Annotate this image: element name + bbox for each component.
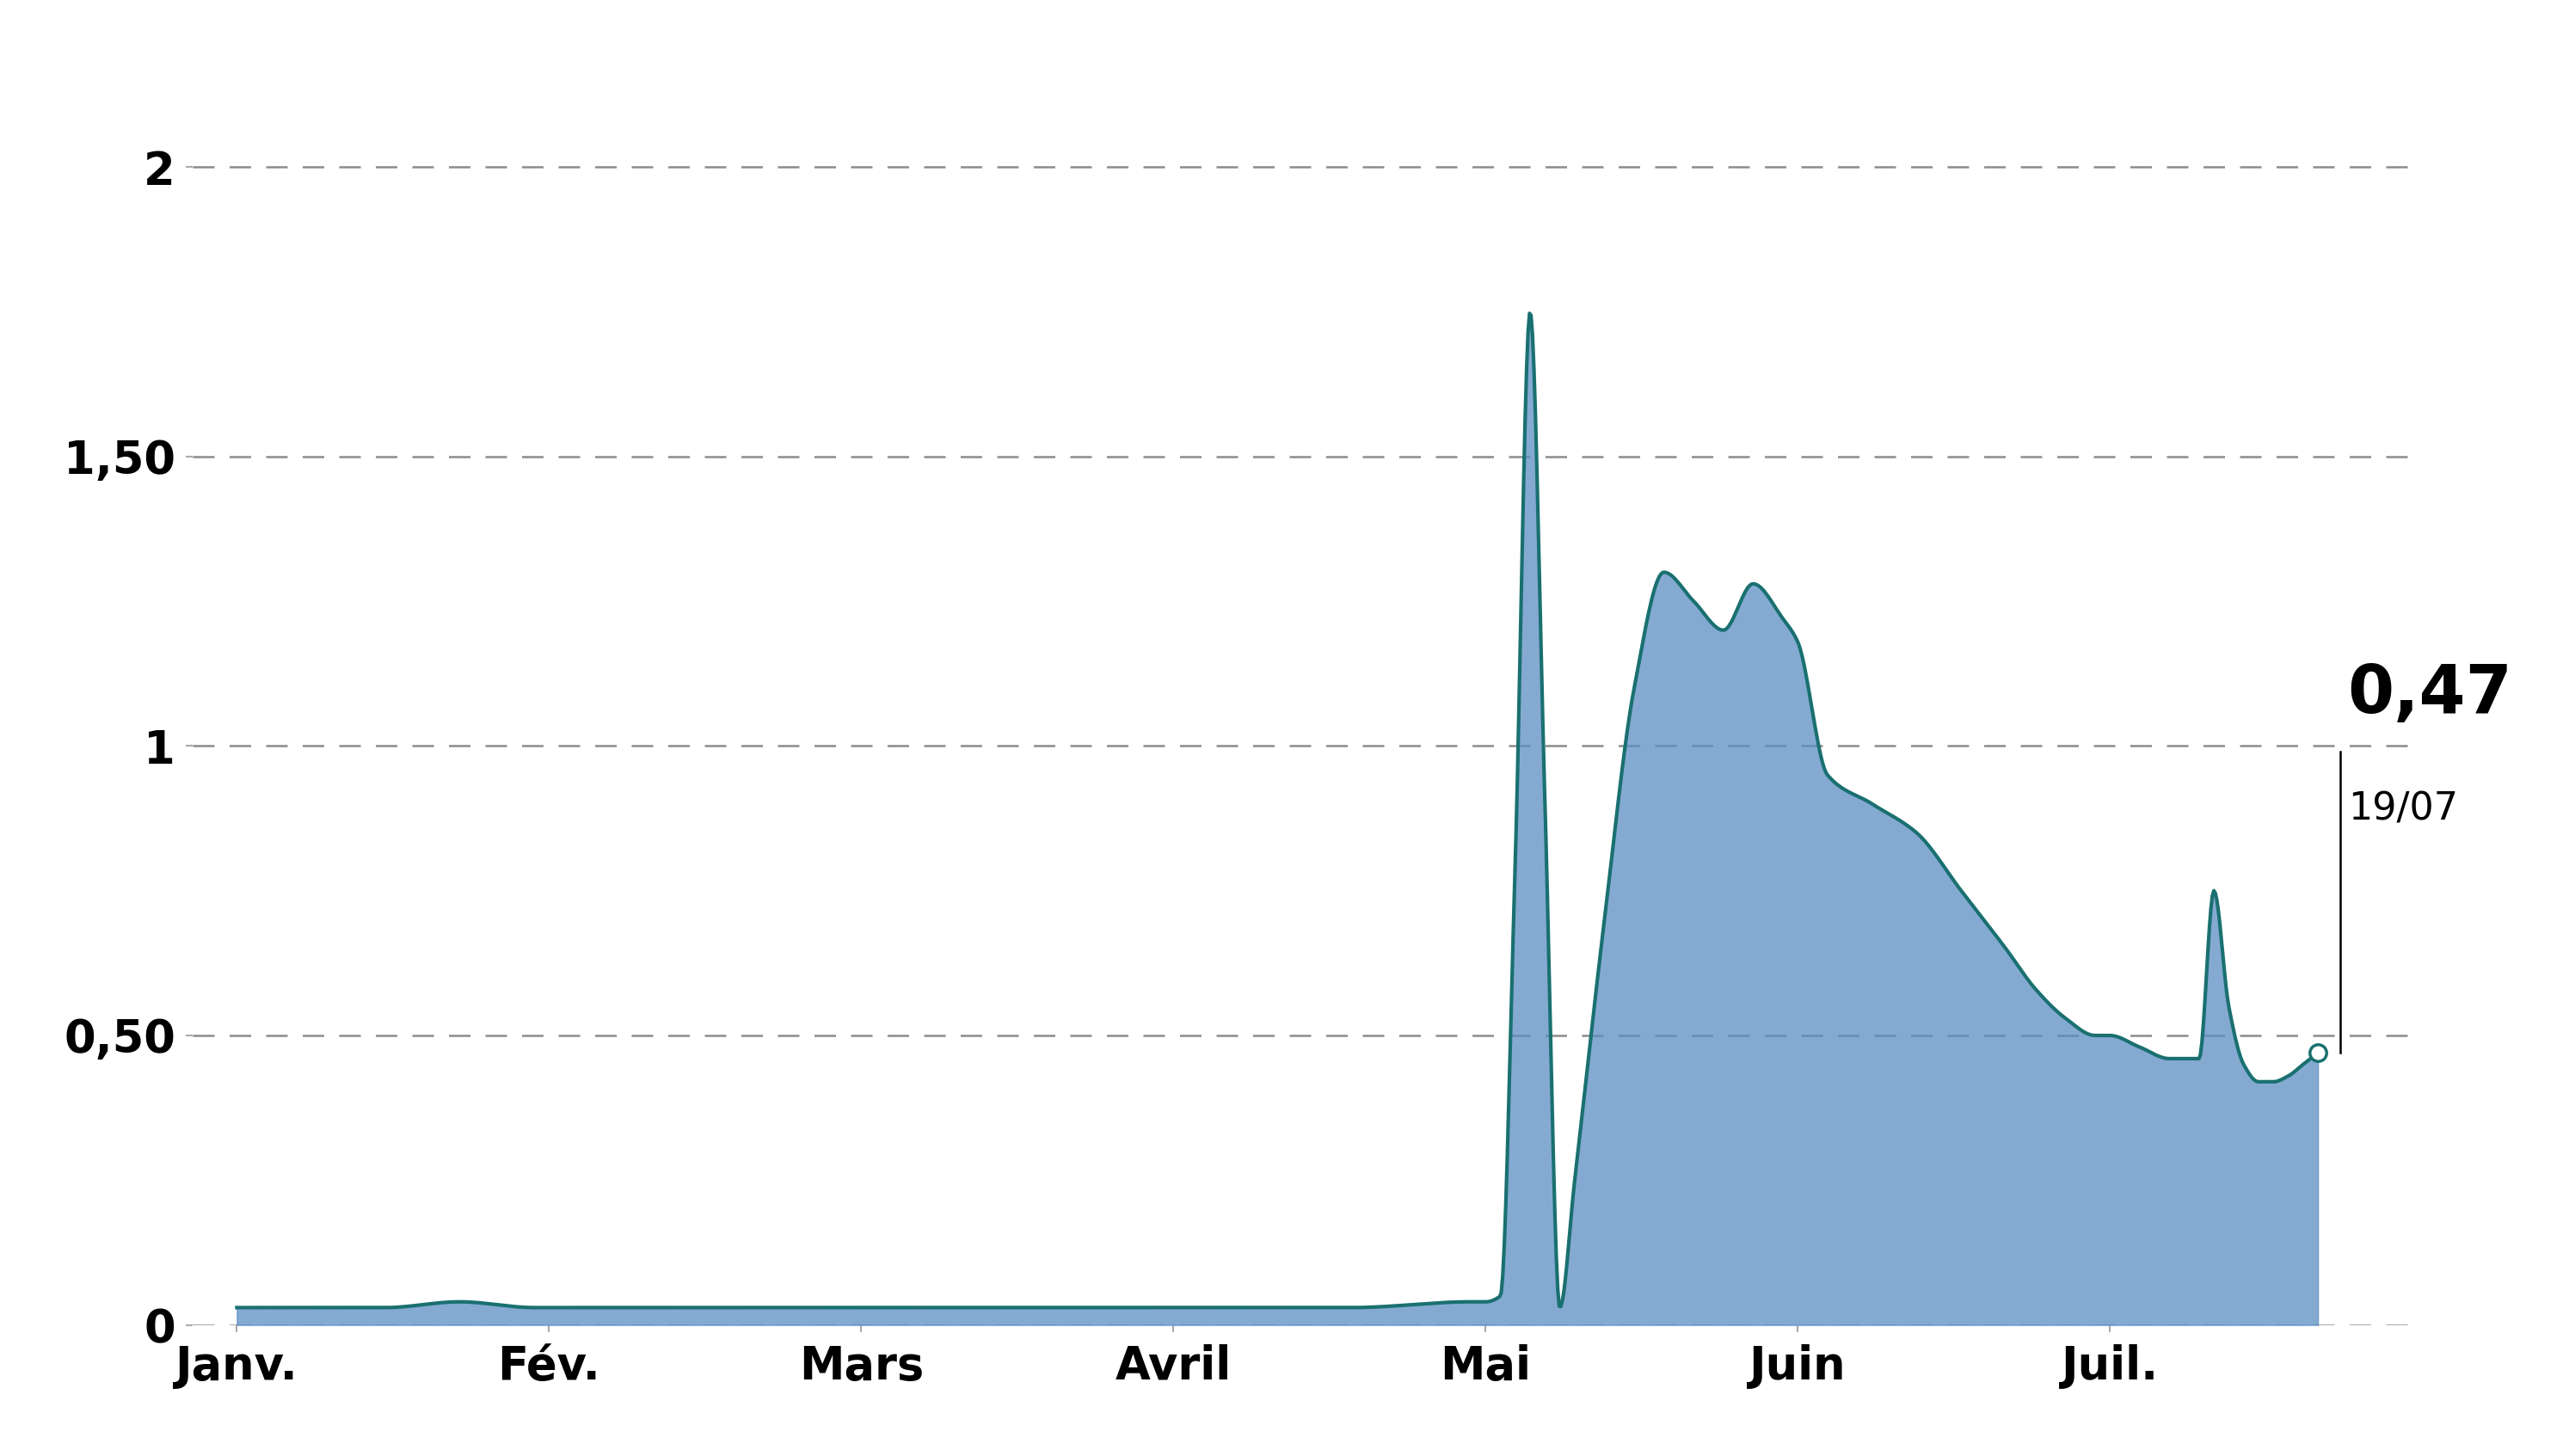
Text: 19/07: 19/07	[2348, 791, 2458, 828]
Text: 0,47: 0,47	[2348, 661, 2512, 727]
Text: EUROPLASMA: EUROPLASMA	[910, 16, 1653, 108]
